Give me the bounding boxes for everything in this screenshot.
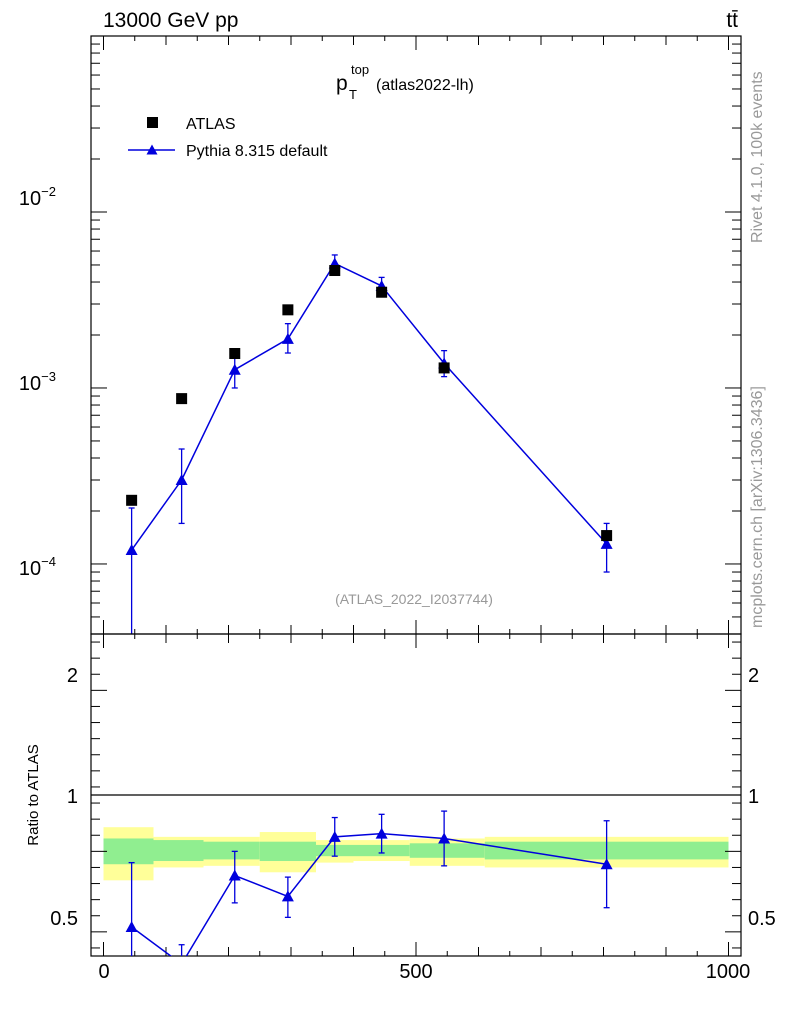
ratio-band-inner-0 [103, 838, 154, 865]
chart-title-suffix: (atlas2022-lh) [376, 77, 474, 94]
ratio-ytick-left-0.5: 0.5 [50, 908, 78, 930]
process-label: tt̄ [726, 9, 738, 32]
atlas-point [438, 362, 450, 374]
main-panel: 10−4 10−3 10−2 p top T (atlas2022-lh) AT… [19, 35, 742, 635]
mcplots-label: mcplots.cern.ch [arXiv:1306.3436] [749, 386, 766, 628]
main-y-tick-labels: 10−4 10−3 10−2 [19, 184, 56, 580]
ratio-band-inner-6 [409, 843, 485, 858]
ratio-line [131, 832, 607, 956]
ratio-y-tick-labels: 0.5 1 2 0.5 1 2 [50, 665, 776, 930]
ratio-point [281, 890, 294, 902]
xtick-label-1000: 1000 [706, 961, 751, 983]
ratio-point [375, 827, 388, 839]
atlas-point [176, 393, 188, 405]
xtick-label-0: 0 [98, 961, 109, 983]
analysis-label: (ATLAS_2022_I2037744) [335, 591, 493, 607]
ratio-band-inner-2 [203, 841, 260, 860]
ratio-ytick-right-1: 1 [748, 786, 759, 808]
ratio-data-marks [125, 810, 613, 956]
pythia-point [125, 544, 138, 556]
atlas-point [126, 494, 138, 506]
ratio-point [328, 830, 341, 842]
ytick-label-1e-4: 10−4 [19, 554, 56, 580]
ratio-ylabel: Ratio to ATLAS [25, 744, 42, 845]
pythia-point [281, 332, 294, 344]
ratio-ytick-right-0.5: 0.5 [748, 908, 776, 930]
ratio-ytick-right-2: 2 [748, 665, 759, 687]
ratio-uncertainty-bands [103, 827, 729, 881]
pythia-point [175, 473, 188, 485]
atlas-point [229, 348, 241, 360]
ratio-panel: 0.5 1 2 0.5 1 2 Ratio to ATLAS 0 500 100… [25, 633, 776, 983]
pythia-point [600, 537, 613, 549]
legend: ATLAS Pythia 8.315 default [128, 116, 328, 160]
chart-title-sup: top [351, 62, 369, 77]
chart-title-sub: T [349, 87, 357, 102]
legend-pythia-marker [146, 144, 158, 155]
main-data-marks [125, 254, 613, 634]
ratio-point [438, 832, 451, 844]
ratio-axis-ticks [91, 634, 741, 956]
x-tick-labels: 0 500 1000 [98, 961, 750, 983]
xtick-label-500: 500 [399, 961, 432, 983]
legend-atlas-label: ATLAS [186, 116, 236, 133]
pythia-point [228, 363, 241, 375]
ratio-ytick-left-1: 1 [67, 786, 78, 808]
ratio-band-inner-1 [153, 840, 204, 862]
ratio-ytick-left-2: 2 [67, 665, 78, 687]
ratio-point [600, 858, 613, 870]
ratio-point [125, 921, 138, 933]
atlas-point [329, 265, 341, 277]
ratio-band-inner-3 [259, 841, 316, 862]
atlas-point [601, 530, 613, 542]
atlas-point [376, 286, 388, 298]
legend-atlas-marker [147, 117, 158, 128]
ratio-point [228, 869, 241, 881]
energy-label: 13000 GeV pp [103, 9, 238, 32]
rivet-label: Rivet 4.1.0, 100k events [749, 71, 766, 243]
ytick-label-1e-3: 10−3 [19, 369, 56, 395]
chart-title: p [336, 72, 348, 95]
pythia-line [131, 262, 608, 551]
main-axis-ticks [91, 35, 741, 635]
atlas-point [282, 304, 294, 316]
ytick-label-1e-2: 10−2 [19, 184, 56, 210]
legend-pythia-label: Pythia 8.315 default [186, 143, 328, 160]
